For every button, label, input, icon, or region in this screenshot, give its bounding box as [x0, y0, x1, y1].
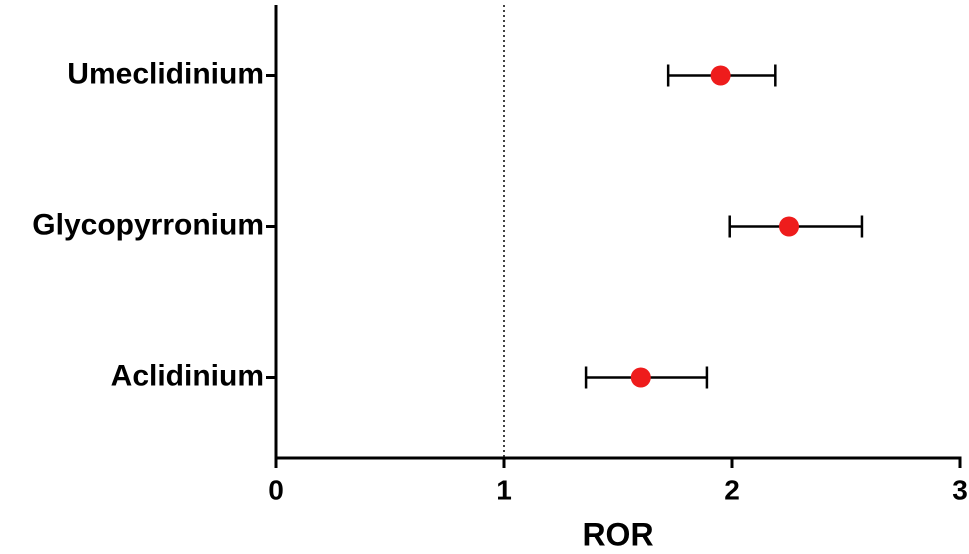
x-tick-label: 3 [952, 474, 968, 505]
x-tick-label: 1 [496, 474, 512, 505]
point [630, 367, 651, 388]
point [710, 65, 731, 86]
x-axis-label: ROR [582, 516, 653, 552]
y-tick-label: Umeclidinium [67, 57, 264, 90]
y-tick-label: Glycopyrronium [32, 208, 264, 241]
point [779, 216, 799, 237]
y-tick-label: Aclidinium [111, 359, 264, 392]
x-tick-label: 2 [724, 474, 740, 505]
x-tick-label: 0 [268, 474, 284, 505]
